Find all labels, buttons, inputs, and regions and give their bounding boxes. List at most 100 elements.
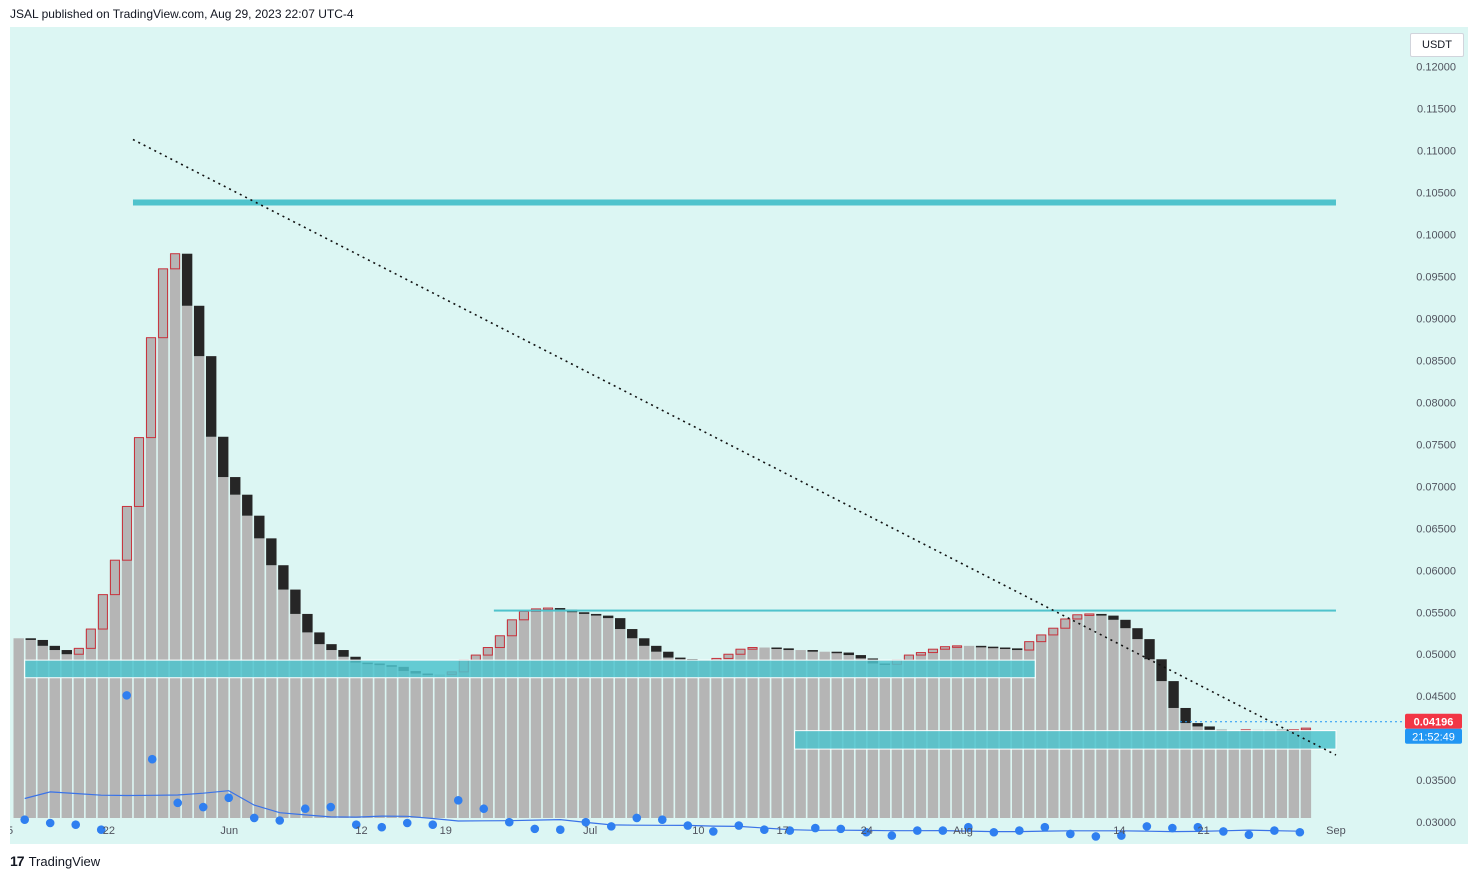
volume-dot — [20, 815, 29, 824]
volume-dot — [530, 824, 540, 834]
brand-label: TradingView — [28, 853, 101, 869]
price-bar — [145, 337, 157, 818]
y-tick-label: 0.07000 — [1416, 481, 1456, 493]
bear-candle-body — [554, 608, 566, 610]
price-bar — [374, 665, 385, 818]
price-bar — [639, 645, 650, 818]
price-bar — [85, 629, 97, 818]
volume-dot — [71, 820, 81, 829]
volume-dot — [428, 820, 438, 829]
price-bar — [1192, 726, 1203, 818]
y-tick-label: 0.07500 — [1416, 439, 1456, 451]
bear-candle-body — [1108, 615, 1119, 620]
bear-candle-body — [290, 589, 301, 614]
bull-candle-body — [134, 437, 144, 507]
price-bar — [266, 565, 277, 818]
bull-candle-body — [915, 652, 926, 656]
volume-dot — [555, 825, 565, 835]
price-bar — [338, 656, 349, 818]
bear-candle-body — [278, 565, 289, 590]
y-tick-label: 0.05000 — [1416, 649, 1456, 661]
bull-candle-body — [158, 268, 169, 339]
volume-dot — [377, 822, 387, 832]
price-bar — [386, 666, 397, 818]
bear-candle-body — [205, 356, 217, 437]
bear-candle-body — [831, 651, 842, 654]
price-bar — [1120, 628, 1131, 818]
price-bar — [1036, 634, 1047, 818]
volume-dot — [1270, 826, 1279, 835]
price-bar — [1264, 729, 1276, 818]
volume-dot — [913, 826, 922, 835]
price-bar — [169, 253, 181, 819]
bear-candle-body — [1011, 648, 1023, 651]
volume-dot — [326, 802, 336, 812]
price-bar — [687, 660, 698, 818]
x-tick-label: 19 — [440, 825, 452, 837]
price-bar — [1276, 730, 1288, 818]
volume-dot — [785, 826, 795, 835]
price-bar — [1132, 639, 1143, 818]
price-bar — [73, 648, 85, 818]
volume-dot — [1142, 822, 1152, 831]
volume-dot — [300, 804, 310, 814]
price-bar — [747, 647, 758, 818]
x-tick-label: 5 — [10, 825, 13, 837]
volume-dot — [811, 823, 820, 833]
price-bar — [1084, 613, 1095, 818]
volume-dot — [606, 822, 616, 831]
bear-candle-body — [61, 650, 73, 655]
price-bar — [675, 659, 686, 818]
price-bar — [1072, 614, 1083, 818]
price-bar — [181, 305, 193, 818]
bull-candle-body — [109, 559, 120, 596]
price-bar — [1108, 619, 1119, 818]
x-tick-label: 24 — [861, 825, 873, 837]
y-tick-label: 0.06500 — [1416, 523, 1456, 535]
bear-candle-body — [639, 638, 650, 646]
volume-dot — [479, 804, 489, 814]
volume-dot — [938, 826, 948, 835]
volume-dot — [1117, 831, 1126, 840]
y-tick-label: 0.12000 — [1416, 61, 1456, 73]
currency-selector[interactable]: USDT — [1410, 33, 1464, 57]
volume-dot — [632, 813, 642, 823]
bull-candle-body — [723, 653, 734, 659]
bear-candle-body — [843, 652, 854, 656]
volume-dot — [887, 831, 897, 840]
volume-dot — [45, 818, 55, 828]
chart-area[interactable]: 0.12000 0.11500 0.11000 0.10500 0.10000 0.095… — [10, 27, 1468, 844]
volume-dot — [1244, 830, 1254, 840]
bear-candle-body — [1180, 707, 1191, 724]
bull-candle-body — [1048, 627, 1059, 636]
price-bar — [422, 674, 433, 818]
bull-candle-body — [97, 594, 108, 630]
bull-candle-body — [1024, 641, 1035, 651]
y-tick-label: 0.04500 — [1416, 691, 1456, 703]
price-bar — [37, 645, 48, 818]
price-bar — [157, 268, 169, 818]
bear-candle-body — [1144, 639, 1155, 660]
price-chart[interactable]: 0.12000 0.11500 0.11000 0.10500 0.10000 0.095… — [10, 27, 1468, 844]
price-bar — [1216, 730, 1227, 818]
y-tick-label: 0.08000 — [1416, 397, 1456, 409]
volume-dot — [453, 796, 463, 805]
price-bar — [723, 654, 734, 818]
resistance-line — [493, 609, 1336, 612]
volume-dot — [1295, 827, 1305, 837]
bear-candle-body — [193, 305, 205, 357]
price-bar — [506, 619, 518, 818]
bear-candle-body — [181, 253, 193, 306]
bear-candle-body — [1168, 681, 1179, 708]
volume-dot — [96, 825, 106, 835]
price-bar — [1240, 729, 1251, 818]
y-tick-label: 0.09000 — [1416, 313, 1456, 325]
footer-brand[interactable]: 17 TradingView — [10, 853, 100, 869]
y-tick-label: 0.03000 — [1416, 817, 1456, 829]
countdown-label: 21:52:49 — [1412, 732, 1455, 744]
price-bar — [25, 639, 36, 818]
support-zone — [794, 730, 1337, 750]
published-header: JSAL published on TradingView.com, Aug 2… — [10, 7, 354, 21]
price-bar — [97, 594, 109, 818]
bull-candle-body — [747, 647, 758, 650]
